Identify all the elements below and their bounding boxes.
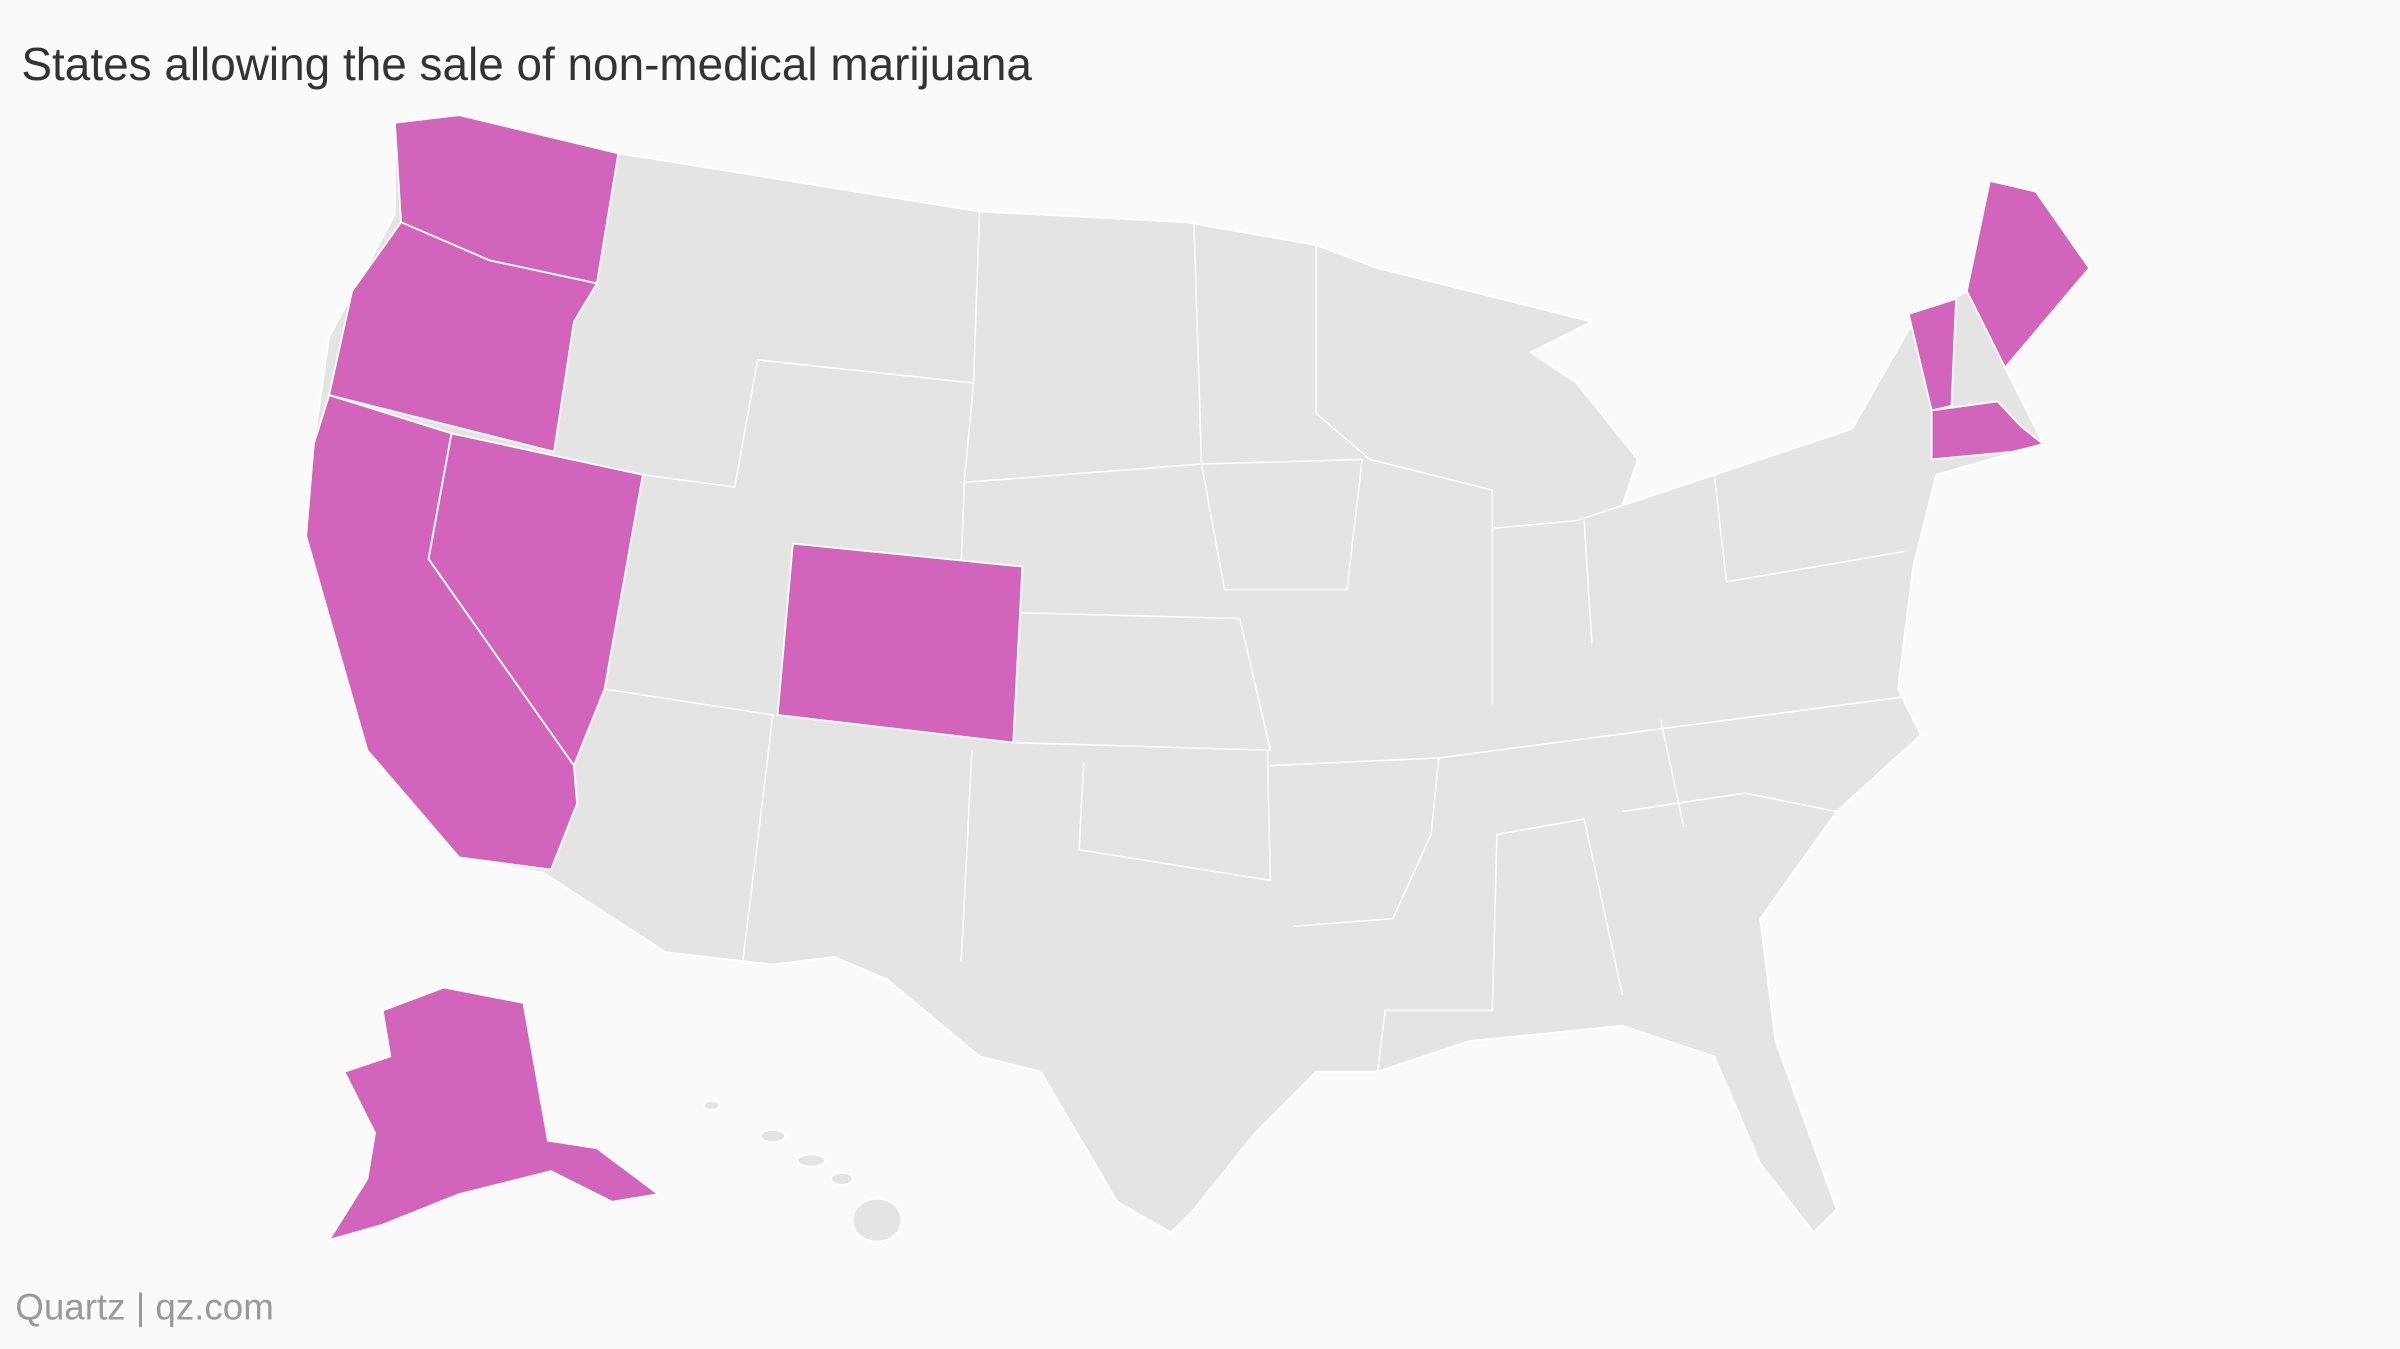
state-borders: [604, 211, 1906, 1072]
border: [963, 222, 1203, 484]
border: [1583, 520, 1837, 827]
island: [796, 1153, 826, 1168]
border: [1200, 458, 1364, 591]
title: States allowing the sale of non-medical …: [21, 38, 1032, 90]
state-highlighted: [776, 542, 1024, 744]
border: [960, 750, 1272, 962]
map: [305, 114, 2091, 1243]
source: Quartz | qz.com: [15, 1287, 273, 1328]
state-highlighted: [1930, 400, 2045, 461]
state-highlighted: [427, 432, 644, 767]
border: [1376, 818, 1624, 1072]
border: [1315, 245, 1494, 705]
state-highlighted: [1907, 297, 1958, 412]
border: [642, 211, 981, 488]
island: [851, 1197, 903, 1243]
hawaii: [703, 1099, 903, 1243]
border: [1270, 757, 1440, 928]
border: [960, 482, 1272, 752]
state-highlighted: [328, 221, 598, 453]
island: [703, 1099, 721, 1111]
island: [830, 1171, 854, 1186]
island: [759, 1128, 787, 1144]
border: [1438, 473, 1906, 759]
border: [604, 688, 774, 965]
state-highlighted: [328, 986, 660, 1241]
state-highlighted: [1965, 179, 2091, 369]
